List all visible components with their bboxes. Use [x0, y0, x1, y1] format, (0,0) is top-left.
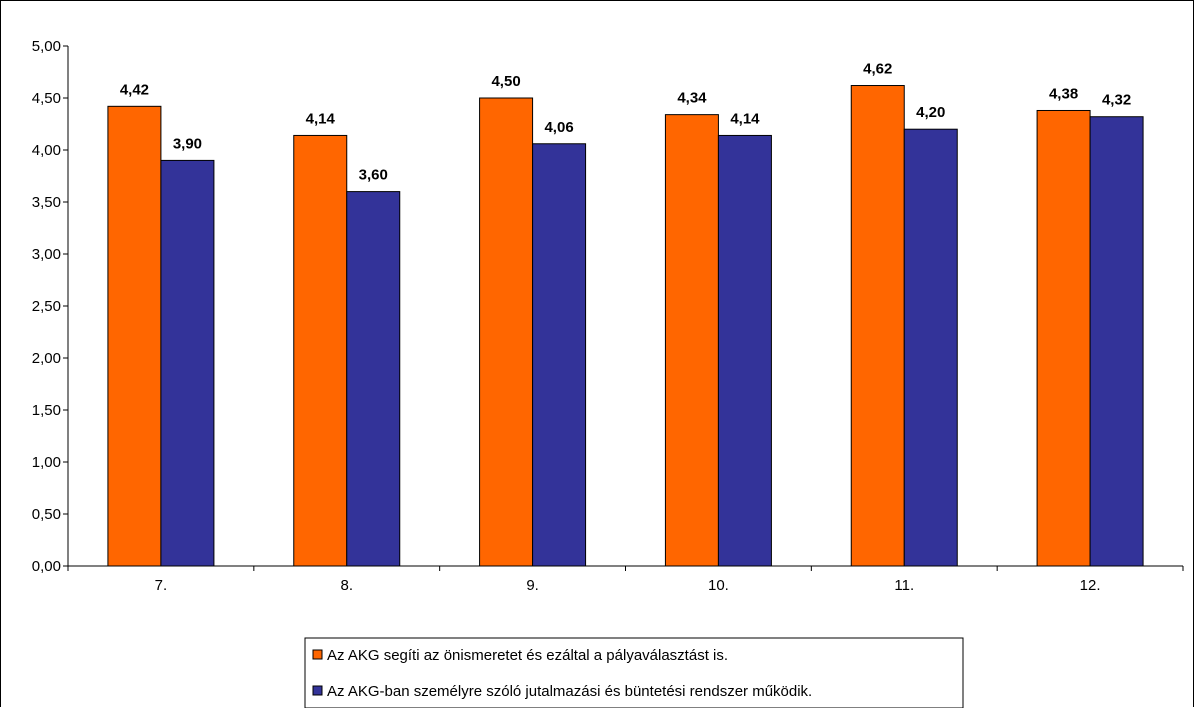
legend: Az AKG segíti az önismeretet és ezáltal …	[304, 637, 964, 708]
y-tick-label: 2,50	[32, 298, 61, 315]
data-label: 4,50	[491, 73, 520, 90]
bar	[107, 105, 162, 567]
y-tick-label: 4,50	[32, 90, 61, 107]
data-label: 4,14	[306, 110, 336, 127]
y-tick-label: 2,00	[32, 350, 61, 367]
bar	[903, 128, 958, 567]
data-label: 3,90	[173, 135, 202, 152]
data-label: 4,62	[863, 61, 892, 78]
y-tick-label: 1,00	[32, 454, 61, 471]
data-label: 4,20	[916, 104, 945, 121]
x-tick-label: 7.	[155, 577, 168, 594]
plot-area: 0,00 0,50 1,00 1,50 2,00 2,50 3,00 3,50 4,00 4,50…	[32, 38, 1184, 594]
data-label: 4,42	[120, 81, 149, 98]
x-tick-label: 12.	[1080, 577, 1101, 594]
x-tick-label: 8.	[340, 577, 353, 594]
legend-box	[304, 637, 964, 708]
y-tick-label: 5,00	[32, 38, 61, 55]
bar	[664, 114, 719, 567]
y-tick-label: 0,00	[32, 558, 61, 575]
data-label: 4,32	[1102, 92, 1131, 109]
bar	[1036, 109, 1091, 567]
bar	[479, 97, 534, 567]
bar	[850, 85, 905, 567]
data-label: 4,38	[1049, 85, 1078, 102]
y-tick-label: 1,50	[32, 402, 61, 419]
y-tick-label: 3,50	[32, 194, 61, 211]
bar	[293, 134, 348, 567]
data-label: 3,60	[359, 167, 388, 184]
bar	[160, 159, 215, 567]
y-tick-label: 0,50	[32, 506, 61, 523]
legend-swatch	[312, 685, 323, 696]
data-label: 4,14	[730, 110, 760, 127]
x-tick-label: 9.	[526, 577, 539, 594]
bar	[717, 134, 772, 567]
data-label: 4,06	[544, 119, 573, 136]
legend-swatch	[312, 649, 323, 660]
legend-entry: Az AKG segíti az önismeretet és ezáltal …	[327, 647, 728, 664]
legend-entry: Az AKG-ban személyre szóló jutalmazási é…	[327, 683, 812, 700]
data-label: 4,34	[677, 90, 707, 107]
bar	[1089, 116, 1144, 567]
bar	[346, 191, 401, 567]
x-tick-label: 11.	[894, 577, 914, 594]
y-tick-label: 4,00	[32, 142, 61, 159]
x-tick-label: 10.	[708, 577, 729, 594]
bar	[532, 143, 587, 567]
y-tick-label: 3,00	[32, 246, 61, 263]
